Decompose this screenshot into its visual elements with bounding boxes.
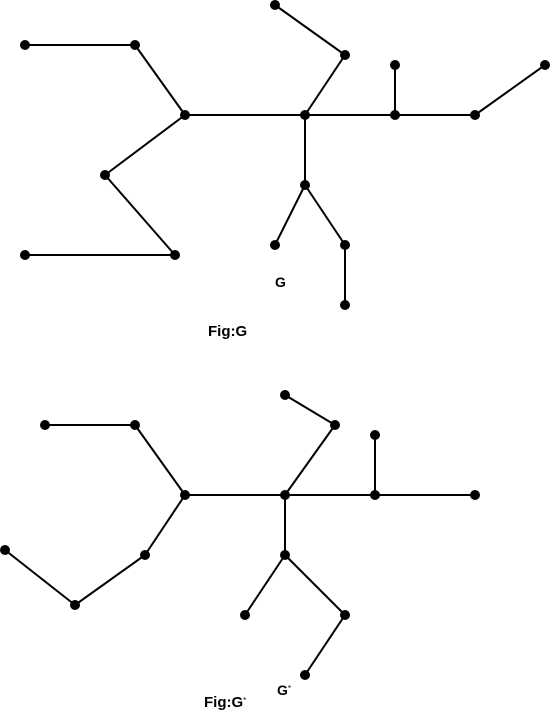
g-star-edge-15 — [304, 614, 346, 676]
g-star-vertex-2 — [130, 420, 140, 430]
g-star-vertex-15 — [340, 610, 350, 620]
g-star-vertex-12 — [280, 550, 290, 560]
g-edge-2 — [134, 44, 186, 116]
graph-g-star-caption: Fig:G* — [204, 694, 246, 711]
g-star-edge-11 — [4, 549, 76, 606]
g-star-vertex-6 — [180, 490, 190, 500]
graph-g-star-label-main: G — [277, 682, 288, 698]
g-edge-10 — [104, 114, 186, 176]
graph-g-star-caption-main: Fig:G — [204, 694, 243, 711]
g-vertex-15 — [270, 240, 280, 250]
g-star-edge-3 — [284, 394, 336, 426]
g-vertex-2 — [130, 40, 140, 50]
g-edge-9 — [474, 64, 546, 116]
g-star-vertex-3 — [280, 390, 290, 400]
g-star-edge-14 — [284, 554, 346, 616]
g-vertex-1 — [20, 40, 30, 50]
g-star-vertex-7 — [280, 490, 290, 500]
g-edge-14 — [274, 184, 306, 246]
g-vertex-8 — [390, 110, 400, 120]
g-vertex-5 — [180, 110, 190, 120]
g-star-vertex-1 — [40, 420, 50, 430]
g-star-vertex-5 — [370, 430, 380, 440]
g-vertex-4 — [340, 50, 350, 60]
graph-g-star — [0, 390, 480, 680]
graph-g-label: G — [275, 274, 286, 290]
g-vertex-12 — [300, 180, 310, 190]
g-vertex-3 — [270, 0, 280, 10]
g-vertex-11 — [100, 170, 110, 180]
g-edge-11 — [104, 174, 176, 256]
g-star-edge-4 — [284, 424, 336, 496]
g-star-edge-13 — [244, 554, 286, 616]
g-edge-4 — [304, 54, 346, 116]
g-star-vertex-10 — [0, 545, 10, 555]
g-star-edge-2 — [134, 424, 186, 496]
g-star-edge-9 — [144, 494, 186, 556]
g-vertex-17 — [340, 300, 350, 310]
g-edge-3 — [274, 4, 346, 56]
graph-g — [20, 0, 550, 310]
g-edge-15 — [304, 184, 346, 246]
g-vertex-7 — [390, 60, 400, 70]
graph-g-caption: Fig:G — [208, 323, 247, 340]
g-vertex-14 — [170, 250, 180, 260]
g-star-vertex-16 — [300, 670, 310, 680]
g-vertex-6 — [300, 110, 310, 120]
g-star-vertex-11 — [140, 550, 150, 560]
g-star-vertex-8 — [370, 490, 380, 500]
g-star-vertex-13 — [70, 600, 80, 610]
g-star-vertex-9 — [470, 490, 480, 500]
graph-g-star-label: G* — [277, 682, 291, 698]
g-vertex-13 — [20, 250, 30, 260]
graph-g-star-label-sup: * — [288, 684, 291, 693]
g-vertex-16 — [340, 240, 350, 250]
g-star-vertex-4 — [330, 420, 340, 430]
g-vertex-9 — [470, 110, 480, 120]
g-star-edge-10 — [74, 554, 146, 606]
graph-g-star-caption-sup: * — [243, 696, 246, 705]
g-star-vertex-14 — [240, 610, 250, 620]
g-vertex-10 — [540, 60, 550, 70]
